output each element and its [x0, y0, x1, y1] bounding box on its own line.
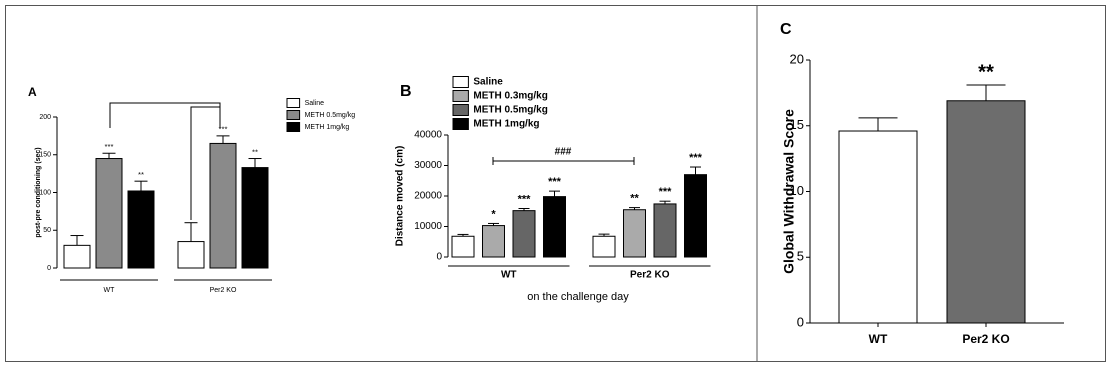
x-tick-label: Per2 KO [210, 287, 237, 294]
legend-swatch [286, 110, 301, 120]
panel-label: A [28, 85, 37, 99]
y-tick-label: 0 [47, 265, 51, 272]
legend-label: METH 1mg/kg [473, 119, 539, 130]
frame [5, 5, 1106, 362]
bar [543, 196, 566, 258]
y-tick-label: 5 [797, 249, 804, 264]
y-tick-label: 0 [436, 252, 442, 263]
legend-label: Saline [305, 100, 325, 107]
y-tick-label: 20000 [414, 191, 442, 202]
significance-label: *** [105, 142, 114, 151]
bracket-label: ### [555, 147, 572, 158]
bracket-b [492, 157, 635, 165]
significance-label: * [491, 208, 496, 220]
legend-label: METH 0.5mg/kg [305, 112, 356, 119]
y-axis-label: Distance moved (cm) [395, 146, 406, 247]
bar [482, 225, 505, 258]
y-tick-label: 15 [790, 117, 804, 132]
y-tick-label: 40000 [414, 130, 442, 141]
bar [177, 241, 205, 269]
legend-swatch [286, 122, 301, 132]
bar [684, 174, 707, 258]
significance-label: ** [138, 170, 144, 179]
significance-label: *** [659, 186, 673, 198]
bracket-line [109, 102, 221, 128]
x-axis-label: on the challenge day [527, 291, 629, 303]
bar [209, 142, 237, 269]
y-tick-label: 150 [39, 152, 51, 159]
bar [653, 203, 677, 258]
legend-label: METH 1mg/kg [305, 124, 350, 131]
bar [592, 235, 616, 258]
y-axis-label: Global Withdrawal Score [781, 109, 797, 274]
bar [241, 167, 269, 269]
bar [623, 209, 646, 258]
bracket-line [190, 106, 220, 220]
x-tick-label: Per2 KO [962, 332, 1009, 346]
bar [946, 100, 1026, 324]
bracket-a [109, 102, 221, 220]
x-tick-label: Per2 KO [630, 270, 670, 281]
x-tick-label: WT [869, 332, 888, 346]
bar [512, 210, 536, 258]
y-tick-label: 200 [39, 114, 51, 121]
bar [63, 244, 91, 269]
y-axis-label: post-pre conditioning (sec) [35, 147, 42, 237]
legend-swatch [452, 118, 469, 130]
significance-label: ** [630, 192, 639, 204]
significance-label: *** [518, 193, 532, 205]
significance-label: *** [219, 125, 228, 134]
panel-label: B [400, 83, 412, 100]
panel-label: C [780, 21, 792, 38]
y-tick-label: 50 [43, 227, 51, 234]
legend-swatch [452, 76, 469, 88]
bar [127, 190, 155, 269]
legend-label: METH 0.3mg/kg [473, 91, 547, 102]
legend-label: Saline [473, 77, 503, 88]
bar [451, 235, 475, 258]
significance-label: *** [689, 152, 703, 164]
significance-label: ** [978, 62, 994, 84]
y-tick-label: 10 [790, 183, 804, 198]
bar [95, 158, 123, 269]
x-tick-label: WT [501, 270, 517, 281]
significance-label: *** [548, 176, 562, 188]
y-tick-label: 30000 [414, 160, 442, 171]
legend-swatch [452, 104, 469, 116]
y-tick-label: 20 [790, 51, 804, 66]
y-tick-label: 100 [39, 189, 51, 196]
y-tick-label: 10000 [414, 221, 442, 232]
legend-label: METH 0.5mg/kg [473, 105, 547, 116]
y-tick-label: 0 [797, 314, 804, 329]
legend-swatch [452, 90, 469, 102]
bar [838, 130, 918, 324]
significance-label: ** [252, 147, 258, 156]
legend-swatch [286, 98, 301, 108]
x-tick-label: WT [104, 287, 116, 294]
